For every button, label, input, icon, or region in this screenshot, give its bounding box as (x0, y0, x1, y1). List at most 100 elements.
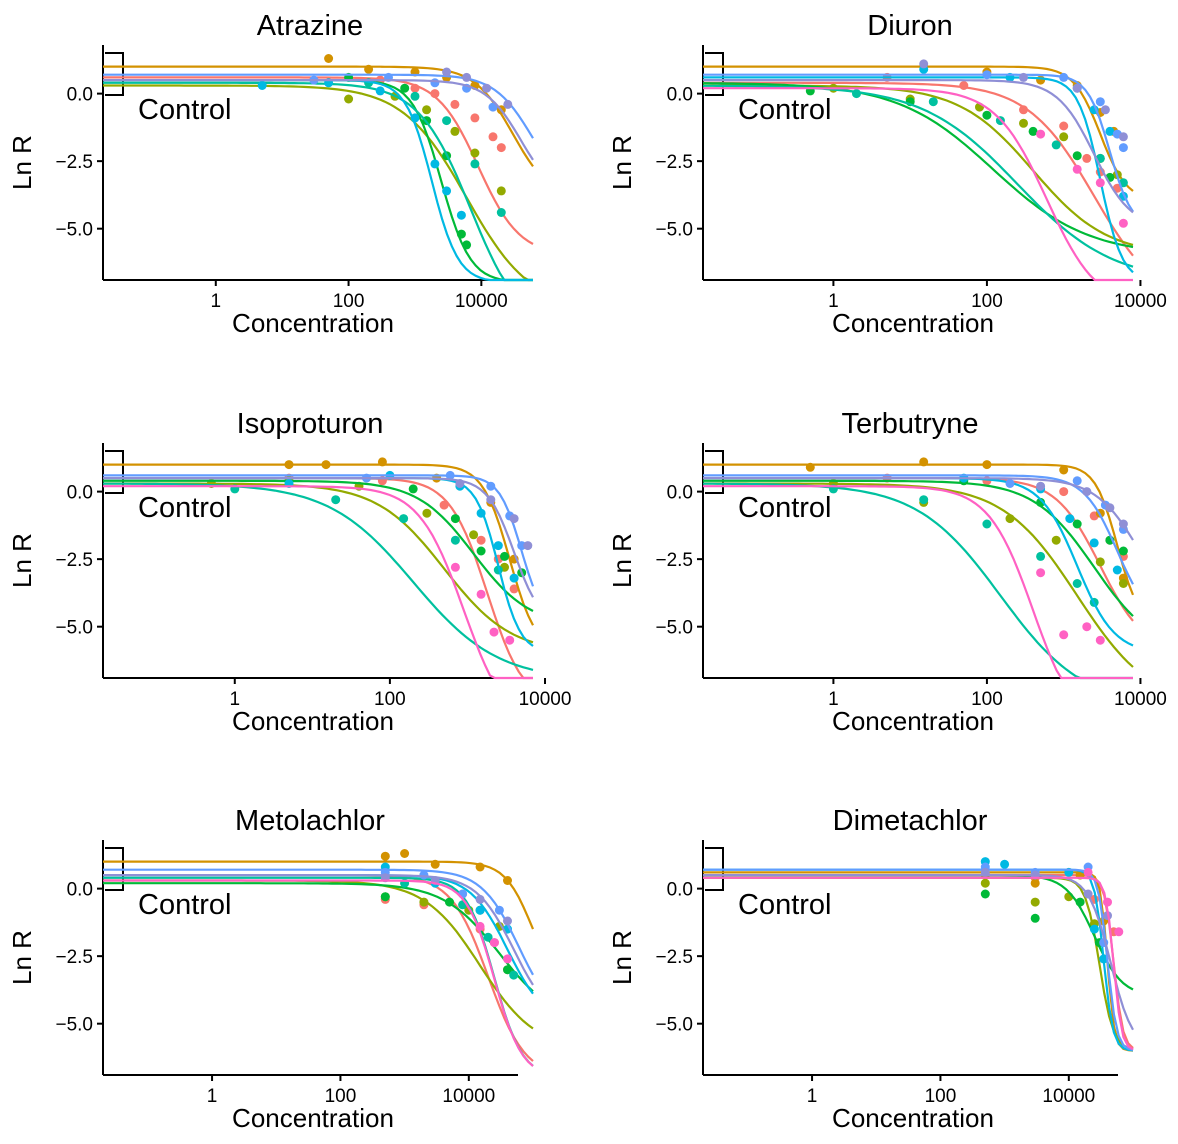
data-point (489, 627, 499, 637)
data-point (469, 530, 479, 540)
data-point (1030, 913, 1040, 923)
fitted-curve (103, 463, 534, 626)
data-point (1083, 867, 1093, 877)
data-point (919, 495, 929, 505)
data-point (1036, 497, 1046, 507)
fitted-curve (703, 76, 1134, 274)
fitted-curve (703, 485, 1133, 680)
y-tick-label: −2.5 (655, 947, 693, 968)
data-point (509, 584, 519, 594)
data-point (1019, 118, 1028, 128)
data-point (1019, 72, 1028, 82)
x-tick-label: 10000 (442, 1086, 495, 1107)
data-point (982, 519, 992, 529)
data-point (1118, 519, 1128, 529)
data-point (475, 921, 485, 931)
fitted-curve (103, 860, 535, 930)
data-point (400, 83, 410, 93)
data-point (462, 72, 472, 82)
fitted-curve (103, 485, 533, 680)
series-9 (703, 485, 1133, 680)
x-tick-label: 100 (333, 291, 365, 312)
series-9 (703, 87, 1133, 282)
data-point (1114, 927, 1124, 937)
data-point (1036, 75, 1046, 85)
chart-panel-atrazine: Atrazine 0.0 −2.5 −5.0 1 100 10000 Concentratio… (7, 10, 534, 338)
data-point (284, 460, 294, 470)
data-point (1095, 557, 1105, 567)
data-point (455, 479, 465, 488)
fitted-curve (103, 79, 534, 161)
chart-title: Metolachlor (235, 805, 385, 837)
fitted-curve (703, 876, 1134, 1051)
data-point (503, 876, 512, 885)
data-point (1095, 178, 1105, 188)
y-tick-label: −2.5 (55, 947, 93, 968)
chart-panel-terbutryne: Terbutryne 0.0 −2.5 −5.0 1 100 10000 Concentrat… (607, 408, 1167, 736)
y-tick-label: 0.0 (67, 85, 93, 106)
fitted-curve (103, 474, 535, 587)
data-point (1059, 465, 1069, 475)
data-point (450, 514, 460, 524)
data-point (503, 99, 513, 109)
data-point (1059, 72, 1069, 82)
y-tick-label: 0.0 (667, 880, 693, 901)
data-point (1036, 481, 1046, 491)
data-point (476, 535, 486, 545)
data-point (503, 965, 512, 975)
data-point (475, 862, 485, 872)
chart-title: Dimetachlor (833, 805, 988, 837)
data-point (919, 457, 929, 467)
data-point (476, 508, 486, 518)
chart-panel-isoproturon: Isoproturon 0.0 −2.5 −5.0 1 100 10000 Concentra… (7, 408, 571, 736)
x-tick-label: 100 (925, 1086, 957, 1107)
fitted-curve (703, 474, 1134, 585)
data-point (500, 551, 509, 561)
y-axis-label: Ln R (607, 533, 637, 588)
y-tick-label: −5.0 (655, 618, 693, 639)
fitted-curve (703, 463, 1135, 596)
y-tick-label: 0.0 (667, 483, 693, 504)
data-point (1059, 132, 1069, 142)
x-tick-label: 100 (971, 689, 1003, 710)
data-point (1082, 153, 1092, 163)
data-point (430, 89, 440, 99)
x-tick-label: 100 (374, 689, 406, 710)
data-point (364, 64, 374, 74)
fitted-curve (703, 87, 1133, 282)
data-point (470, 148, 480, 158)
series-2 (103, 849, 535, 930)
data-point (400, 849, 410, 858)
series-9 (103, 485, 533, 680)
fitted-curve (703, 871, 1134, 1052)
y-tick-label: 0.0 (67, 880, 93, 901)
control-bracket (705, 450, 724, 494)
data-point (496, 208, 506, 217)
fitted-curve (703, 79, 1134, 214)
data-point (419, 897, 429, 907)
data-point (450, 126, 460, 136)
data-point (470, 113, 480, 123)
fitted-curve (703, 65, 1134, 192)
data-point (1095, 635, 1105, 645)
chart-panel-diuron: Diuron 0.0 −2.5 −5.0 1 100 10000 Concentration L… (607, 10, 1167, 338)
series-2 (703, 62, 1134, 192)
x-tick-label: 10000 (1042, 1086, 1095, 1107)
y-tick-label: −2.5 (55, 550, 93, 571)
data-point (410, 113, 420, 123)
fitted-curve (102, 482, 534, 671)
chart-title: Terbutryne (841, 408, 978, 440)
data-point (919, 59, 929, 69)
y-tick-label: −5.0 (655, 220, 693, 241)
y-tick-label: −5.0 (655, 1015, 693, 1036)
series-4 (103, 479, 534, 612)
data-point (422, 105, 432, 115)
chart-panel-metolachlor: Metolachlor 0.0 −2.5 −5.0 1 100 10000 Concentra… (7, 805, 535, 1133)
data-point (488, 132, 498, 142)
x-axis-label: Concentration (832, 706, 994, 736)
control-annotation: Control (138, 492, 232, 524)
data-point (1082, 622, 1092, 632)
data-point (486, 495, 496, 505)
data-point (482, 83, 492, 93)
control-annotation: Control (138, 94, 232, 126)
